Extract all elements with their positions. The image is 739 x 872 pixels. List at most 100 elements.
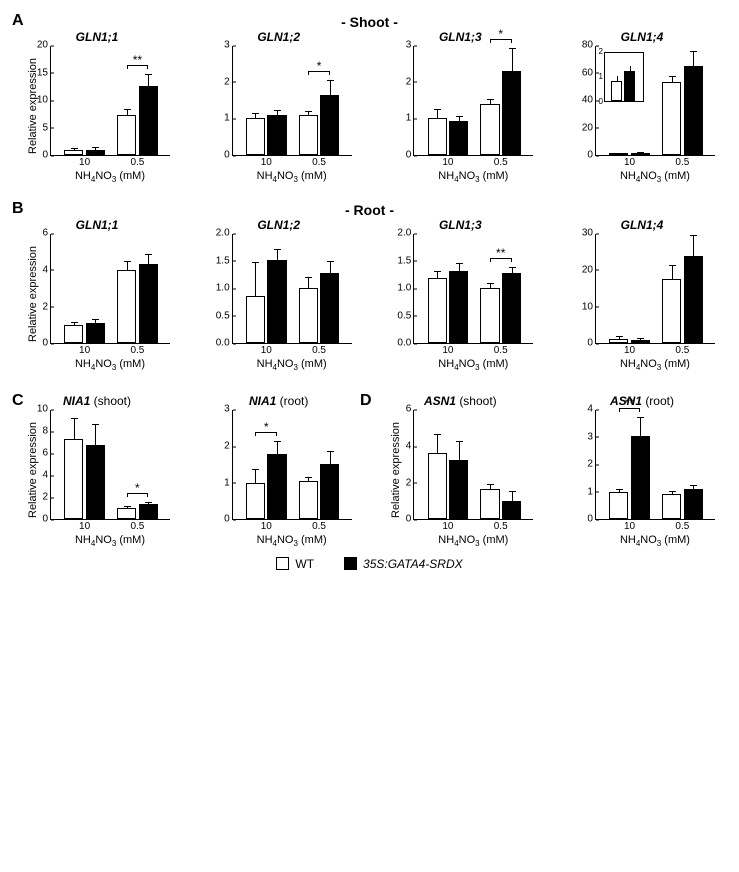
y-axis-label: Relative expression bbox=[390, 408, 402, 518]
x-tick: 0.5 bbox=[130, 157, 144, 168]
y-tick: 0 bbox=[224, 150, 233, 161]
y-tick: 60 bbox=[582, 67, 596, 78]
sig-label: * bbox=[135, 481, 140, 495]
y-tick: 3 bbox=[587, 431, 596, 442]
mut-bar bbox=[502, 273, 521, 343]
error-cap bbox=[434, 271, 441, 272]
y-tick: 4 bbox=[42, 264, 51, 275]
y-tick: 8 bbox=[42, 426, 51, 437]
error-bar bbox=[619, 337, 620, 338]
y-tick: 2 bbox=[42, 301, 51, 312]
y-tick: 1 bbox=[224, 477, 233, 488]
y-tick: 80 bbox=[582, 40, 596, 51]
error-cap bbox=[509, 267, 516, 268]
error-bar bbox=[459, 117, 460, 121]
chart: GLN1;20123100.5*NH4NO3 (mM) bbox=[194, 30, 364, 184]
error-bar bbox=[277, 111, 278, 115]
error-bar bbox=[640, 418, 641, 436]
wt-bar bbox=[64, 439, 83, 519]
y-tick: 2 bbox=[224, 441, 233, 452]
wt-bar bbox=[609, 492, 628, 520]
wt-bar bbox=[64, 150, 83, 155]
error-cap bbox=[92, 147, 99, 148]
y-tick: 20 bbox=[582, 264, 596, 275]
x-tick: 0.5 bbox=[494, 157, 508, 168]
y-tick: 0.0 bbox=[397, 338, 414, 349]
y-tick: 6 bbox=[42, 448, 51, 459]
error-bar bbox=[693, 236, 694, 256]
error-bar bbox=[148, 255, 149, 264]
error-cap bbox=[690, 485, 697, 486]
mut-bar bbox=[449, 271, 468, 344]
x-axis-label: NH4NO3 (mM) bbox=[232, 170, 352, 184]
chart-title: GLN1;1 bbox=[12, 218, 182, 232]
error-bar bbox=[95, 425, 96, 445]
mut-bar bbox=[267, 454, 286, 519]
y-tick: 0.0 bbox=[216, 338, 233, 349]
x-tick: 0.5 bbox=[675, 345, 689, 356]
error-cap bbox=[145, 74, 152, 75]
error-bar bbox=[490, 100, 491, 104]
y-tick: 0 bbox=[587, 514, 596, 525]
error-bar bbox=[490, 485, 491, 489]
error-bar bbox=[277, 442, 278, 454]
error-cap bbox=[327, 261, 334, 262]
section-title-shoot: - Shoot - bbox=[12, 14, 727, 30]
error-cap bbox=[669, 76, 676, 77]
y-tick: 2 bbox=[406, 76, 415, 87]
y-tick: 2 bbox=[406, 477, 415, 488]
y-tick: 0 bbox=[42, 150, 51, 161]
error-cap bbox=[509, 491, 516, 492]
y-tick: 3 bbox=[224, 40, 233, 51]
plot-area: 0.00.51.01.52.0100.5** bbox=[413, 234, 533, 344]
error-cap bbox=[487, 484, 494, 485]
x-tick: 10 bbox=[261, 157, 272, 168]
x-tick: 10 bbox=[442, 157, 453, 168]
wt-bar bbox=[480, 104, 499, 155]
y-tick: 2.0 bbox=[216, 228, 233, 239]
x-axis-label: NH4NO3 (mM) bbox=[50, 170, 170, 184]
wt-bar bbox=[246, 483, 265, 520]
plot-area: 0246100.5 bbox=[413, 410, 533, 520]
x-tick: 0.5 bbox=[494, 521, 508, 532]
y-tick: 3 bbox=[406, 40, 415, 51]
error-bar bbox=[330, 81, 331, 95]
error-cap bbox=[274, 249, 281, 250]
mut-bar bbox=[139, 264, 158, 343]
mut-bar bbox=[86, 445, 105, 520]
y-tick: 1 bbox=[406, 113, 415, 124]
error-cap bbox=[71, 322, 78, 323]
wt-bar bbox=[299, 481, 318, 520]
sig-label: * bbox=[317, 59, 322, 73]
error-bar bbox=[255, 263, 256, 296]
error-cap bbox=[616, 336, 623, 337]
error-bar bbox=[255, 470, 256, 483]
mut-bar bbox=[139, 86, 158, 155]
legend-item-mut: 35S:GATA4-SRDX bbox=[344, 557, 463, 571]
plot-area: 020406080100.5012 bbox=[595, 46, 715, 156]
wt-bar bbox=[428, 118, 447, 155]
x-tick: 0.5 bbox=[494, 345, 508, 356]
chart: GLN1;1Relative expression05101520100.5**… bbox=[12, 30, 182, 184]
error-bar bbox=[330, 452, 331, 465]
error-cap bbox=[252, 469, 259, 470]
x-tick: 10 bbox=[442, 345, 453, 356]
error-cap bbox=[690, 51, 697, 52]
error-bar bbox=[74, 419, 75, 439]
legend-item-wt: WT bbox=[276, 557, 314, 571]
mut-bar bbox=[320, 464, 339, 519]
chart-title: ASN1 (shoot) bbox=[375, 394, 545, 408]
error-cap bbox=[456, 263, 463, 264]
plot-area: 0246810100.5* bbox=[50, 410, 170, 520]
x-tick: 0.5 bbox=[675, 157, 689, 168]
y-tick: 0 bbox=[587, 150, 596, 161]
chart: GLN1;4020406080100.5012NH4NO3 (mM) bbox=[557, 30, 727, 184]
x-axis-label: NH4NO3 (mM) bbox=[413, 358, 533, 372]
legend-label-mut: 35S:GATA4-SRDX bbox=[363, 557, 463, 571]
y-tick: 40 bbox=[582, 95, 596, 106]
wt-bar bbox=[609, 339, 628, 343]
x-axis-label: NH4NO3 (mM) bbox=[595, 358, 715, 372]
legend: WT 35S:GATA4-SRDX bbox=[12, 557, 727, 571]
mut-bar bbox=[86, 150, 105, 156]
error-bar bbox=[127, 110, 128, 115]
